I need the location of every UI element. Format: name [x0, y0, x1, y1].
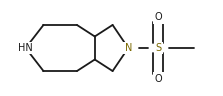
Text: HN: HN [18, 43, 33, 53]
Text: S: S [155, 43, 161, 53]
Text: N: N [124, 43, 132, 53]
Text: O: O [155, 74, 162, 84]
Text: O: O [155, 12, 162, 22]
